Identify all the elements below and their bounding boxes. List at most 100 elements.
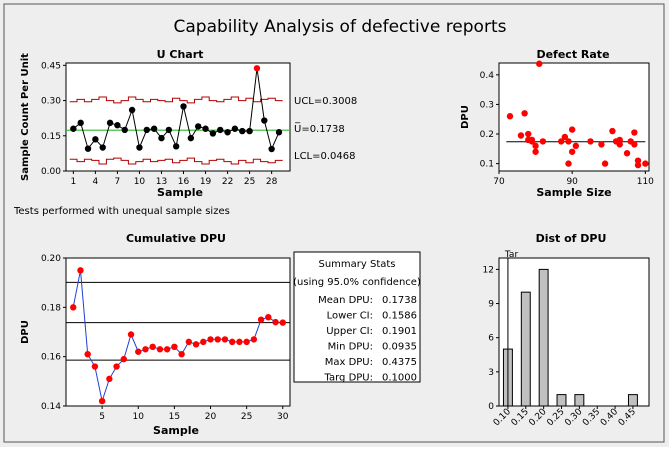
cumulative-point [163,346,171,353]
defect-rate-title: Defect Rate [536,48,609,61]
ucl-line [69,96,283,104]
histogram-bar [538,268,549,407]
x-tick-label: 10 [133,412,145,422]
summary-label: Max DPU: [325,357,373,368]
y-tick-label: 0.00 [41,167,61,177]
cumulative-point [228,338,236,346]
cumulative-point [106,375,113,383]
defect-rate-point [525,130,532,138]
defect-rate-point [634,157,642,164]
y-tick-label: 0.1 [480,160,494,170]
cumulative-point [70,304,77,311]
defect-rate-point [587,138,594,145]
cumulative-point [236,338,243,346]
cumulative-point [98,397,106,405]
cumulative-point [142,346,149,353]
cumulative-point [207,336,214,343]
y-tick-label: 12 [483,265,494,275]
u-point [99,144,106,151]
defect-rate-point [631,141,638,148]
cumulative-point [120,355,128,363]
cumulative-point [185,338,193,346]
u-point [143,126,150,134]
summary-label: Lower CI: [327,311,373,322]
defect-rate-axes: 70 90 110 0.1 0.2 0.3 0.4 [480,71,655,187]
defect-rate-point [616,141,623,148]
defect-rate-point [517,132,525,139]
defect-rate-point [609,127,616,135]
x-tick-label: 16 [178,177,190,187]
cumulative-point [135,348,142,355]
histogram-bar [574,394,585,407]
defect-rate-point [532,142,539,150]
u-chart-plot-area [65,62,291,172]
defect-rate-point [568,126,576,133]
u-point [84,145,92,152]
summary-label: Min DPU: [328,342,373,353]
summary-value: 0.4375 [382,357,417,368]
figure-border [3,3,665,443]
summary-title: Summary Stats [318,259,395,270]
u-chart-y-label: Sample Count Per Unit [20,53,31,181]
defect-rate-point [532,148,539,155]
summary-value: 0.1000 [382,373,417,384]
defect-rate-point [565,138,572,145]
cumulative-point [171,343,178,350]
x-tick-label: 7 [115,177,121,187]
y-tick-label: 0.2 [480,130,494,140]
defect-rate-point [634,161,642,169]
x-tick-label: 20 [205,412,217,422]
cumulative-point [257,316,265,323]
histogram-bar [556,394,567,407]
x-tick-label: 19 [200,177,212,187]
cumulative-point [149,343,156,350]
u-point [231,125,239,132]
y-tick-label: 0.15 [41,132,61,142]
defect-rate-point [539,138,547,145]
cumulative-point [113,363,120,370]
u-point [114,122,121,129]
u-chart-x-label: Sample [157,186,203,199]
u-point [209,130,217,137]
x-tick-label: 22 [222,177,233,187]
histogram-bar [520,291,531,407]
u-point [180,103,187,110]
y-tick-label: 0 [488,402,494,412]
y-tick-label: 3 [488,368,494,378]
cumulative-point [279,319,286,326]
u-chart-axes: 1 4 7 10 13 16 19 22 25 28 0.00 0.15 0.30 0.45 [41,61,278,187]
defect-rate-point [631,129,638,136]
u-point [253,65,261,72]
u-point [194,123,202,130]
y-tick-label: 0.30 [41,97,61,107]
dist-dpu-series: Tar [502,250,638,407]
defect-rate-point [598,141,605,148]
summary-value: 0.1586 [382,311,417,322]
y-tick-label: 9 [488,300,494,310]
defect-rate-series [506,60,649,169]
u-chart: U Chart 1 4 7 10 13 16 19 22 25 28 0.00 0.15 0.30 0.4… [20,48,357,199]
summary-stats-frame [293,251,421,383]
y-tick-label: 6 [488,334,494,344]
u-point [239,127,246,135]
y-tick-label: 0.16 [41,353,61,363]
u-point [268,145,275,153]
x-tick-label: 25 [244,177,255,187]
defect-rate-point [616,136,623,144]
u-point [128,106,136,114]
x-tick-label: 30 [277,412,289,422]
summary-stats-box: Summary Stats (using 95.0% confidence) M… [293,251,421,384]
figure-title: Capability Analysis of defective reports [174,17,507,37]
summary-value: 0.0935 [382,342,417,353]
u-point [217,126,224,134]
summary-label: Targ DPU: [324,373,373,384]
summary-subtitle: (using 95.0% confidence) [293,277,421,288]
center-label: U̅=0.1738 [294,122,345,135]
cumulative-dpu-series [70,267,286,405]
cumulative-point [272,318,279,326]
u-point [70,125,77,132]
x-tick-label: 25 [241,412,252,422]
cumulative-point [200,338,207,346]
x-tick-label: 110 [637,177,654,187]
